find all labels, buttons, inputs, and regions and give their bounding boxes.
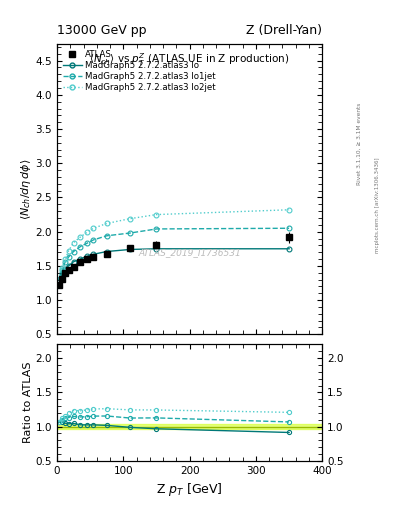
Text: mcplots.cern.ch [arXiv:1306.3436]: mcplots.cern.ch [arXiv:1306.3436] (375, 157, 380, 252)
Bar (57, 424, 322, 430)
Text: 13000 GeV pp: 13000 GeV pp (57, 24, 147, 37)
Text: Z (Drell-Yan): Z (Drell-Yan) (246, 24, 322, 37)
Legend: ATLAS, MadGraph5 2.7.2.atlas3 lo, MadGraph5 2.7.2.atlas3 lo1jet, MadGraph5 2.7.2: ATLAS, MadGraph5 2.7.2.atlas3 lo, MadGra… (61, 48, 218, 94)
X-axis label: Z $p_T$ [GeV]: Z $p_T$ [GeV] (156, 481, 223, 498)
Y-axis label: Ratio to ATLAS: Ratio to ATLAS (23, 362, 33, 443)
Text: Rivet 3.1.10, ≥ 3.1M events: Rivet 3.1.10, ≥ 3.1M events (357, 102, 362, 184)
Text: ATLAS_2019_I1736531: ATLAS_2019_I1736531 (138, 248, 241, 258)
Text: $\langle N_{ch}\rangle$ vs $p_T^Z$ (ATLAS UE in Z production): $\langle N_{ch}\rangle$ vs $p_T^Z$ (ATLA… (89, 51, 290, 68)
Y-axis label: $\langle N_{ch}/d\eta\, d\phi\rangle$: $\langle N_{ch}/d\eta\, d\phi\rangle$ (19, 158, 33, 220)
